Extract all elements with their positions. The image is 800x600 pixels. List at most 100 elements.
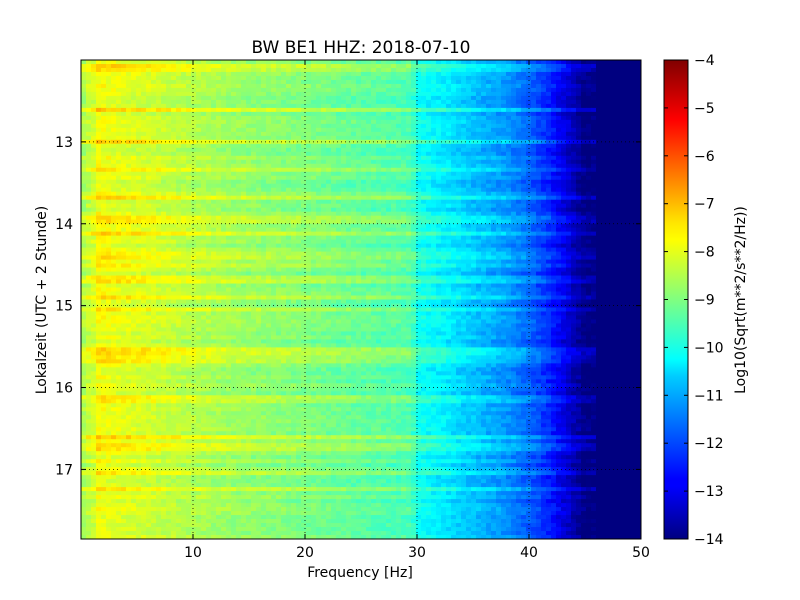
spectrogram-cell (196, 223, 202, 229)
spectrogram-cell (501, 159, 507, 165)
spectrogram-cell (336, 159, 342, 165)
spectrogram-cell (146, 147, 152, 153)
spectrogram-cell (456, 71, 462, 77)
spectrogram-cell (596, 215, 602, 221)
spectrogram-cell (561, 199, 567, 205)
spectrogram-cell (626, 131, 632, 137)
spectrogram-cell (171, 135, 177, 141)
spectrogram-cell (361, 223, 367, 229)
spectrogram-cell (626, 199, 632, 205)
spectrogram-cell (406, 119, 412, 125)
spectrogram-cell (316, 235, 322, 241)
spectrogram-cell (346, 207, 352, 213)
spectrogram-cell (621, 115, 627, 121)
spectrogram-cell (301, 123, 307, 129)
spectrogram-cell (426, 159, 432, 165)
spectrogram-cell (266, 111, 272, 117)
spectrogram-cell (206, 91, 212, 97)
spectrogram-cell (236, 175, 242, 181)
spectrogram-cell (271, 79, 277, 85)
spectrogram-cell (491, 187, 497, 193)
spectrogram-cell (196, 195, 202, 201)
spectrogram-cell (171, 175, 177, 181)
spectrogram-cell (276, 159, 282, 165)
spectrogram-cell (576, 195, 582, 201)
spectrogram-cell (286, 103, 292, 109)
spectrogram-cell (346, 171, 352, 177)
spectrogram-cell (391, 155, 397, 161)
spectrogram-cell (561, 163, 567, 169)
spectrogram-cell (241, 115, 247, 121)
spectrogram-cell (81, 143, 87, 149)
spectrogram-cell (601, 163, 607, 169)
spectrogram-cell (586, 67, 592, 73)
spectrogram-cell (336, 71, 342, 77)
spectrogram-cell (286, 79, 292, 85)
spectrogram-cell (166, 67, 172, 73)
spectrogram-cell (571, 163, 577, 169)
spectrogram-cell (136, 111, 142, 117)
spectrogram-cell (226, 171, 232, 177)
spectrogram-cell (161, 71, 167, 77)
spectrogram-cell (151, 179, 157, 185)
spectrogram-cell (191, 95, 197, 101)
spectrogram-cell (196, 207, 202, 213)
spectrogram-cell (591, 159, 597, 165)
spectrogram-cell (416, 215, 422, 221)
spectrogram-cell (296, 143, 302, 149)
spectrogram-cell (511, 171, 517, 177)
spectrogram-cell (416, 167, 422, 173)
spectrogram-cell (376, 71, 382, 77)
spectrogram-cell (596, 127, 602, 133)
spectrogram-cell (266, 131, 272, 137)
spectrogram-cell (251, 203, 257, 209)
spectrogram-cell (266, 155, 272, 161)
spectrogram-cell (86, 75, 92, 81)
spectrogram-cell (281, 171, 287, 177)
spectrogram-cell (481, 179, 487, 185)
spectrogram-cell (246, 231, 252, 237)
spectrogram-cell (366, 103, 372, 109)
spectrogram-cell (236, 79, 242, 85)
spectrogram-cell (191, 143, 197, 149)
spectrogram-cell (116, 235, 122, 241)
spectrogram-cell (381, 79, 387, 85)
spectrogram-cell (381, 223, 387, 229)
spectrogram-cell (401, 99, 407, 105)
spectrogram-cell (261, 155, 267, 161)
spectrogram-cell (126, 103, 132, 109)
spectrogram-cell (91, 211, 97, 217)
spectrogram-cell (286, 60, 292, 65)
spectrogram-cell (381, 191, 387, 197)
spectrogram-cell (361, 151, 367, 157)
spectrogram-cell (136, 195, 142, 201)
spectrogram-cell (441, 215, 447, 221)
spectrogram-cell (531, 179, 537, 185)
spectrogram-cell (276, 143, 282, 149)
spectrogram-cell (581, 63, 587, 69)
spectrogram-cell (501, 215, 507, 221)
spectrogram-cell (471, 227, 477, 233)
spectrogram-cell (201, 63, 207, 69)
spectrogram-cell (451, 159, 457, 165)
spectrogram-cell (291, 163, 297, 169)
spectrogram-cell (626, 211, 632, 217)
spectrogram-cell (386, 75, 392, 81)
spectrogram-cell (91, 199, 97, 205)
spectrogram-cell (121, 115, 127, 121)
spectrogram-cell (481, 99, 487, 105)
spectrogram-cell (121, 83, 127, 89)
spectrogram-cell (391, 187, 397, 193)
spectrogram-cell (311, 71, 317, 77)
spectrogram-cell (411, 151, 417, 157)
spectrogram-cell (556, 127, 562, 133)
spectrogram-cell (166, 71, 172, 77)
spectrogram-cell (156, 131, 162, 137)
spectrogram-cell (446, 143, 452, 149)
spectrogram-cell (346, 231, 352, 237)
spectrogram-cell (211, 99, 217, 105)
spectrogram-cell (606, 151, 612, 157)
spectrogram-cell (556, 227, 562, 233)
spectrogram-cell (121, 199, 127, 205)
spectrogram-cell (441, 99, 447, 105)
